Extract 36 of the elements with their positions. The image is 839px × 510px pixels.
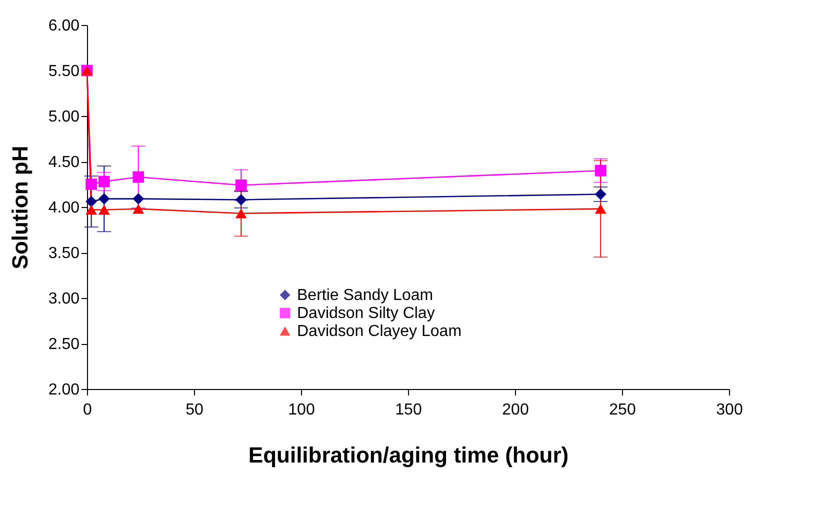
y-tick-label: 5.50: [48, 63, 80, 80]
y-tick-label: 2.50: [48, 336, 80, 353]
point: [594, 164, 606, 176]
point: [594, 188, 606, 200]
y-tick-label: 2.00: [48, 382, 80, 398]
legend-label: Bertie Sandy Loam: [297, 287, 434, 304]
x-tick-label: 0: [83, 402, 92, 418]
point: [132, 171, 144, 183]
y-axis-title: Solution pH: [7, 146, 32, 270]
point: [86, 196, 97, 208]
y-tick-label: 3.00: [48, 290, 80, 308]
x-tick-label: 300: [716, 402, 743, 418]
x-axis-title: Equilibration/aging time (hour): [248, 442, 569, 468]
y-tick-label: 4.50: [48, 154, 80, 171]
x-tick-label: 100: [288, 402, 315, 418]
y-tick-label: 6.00: [48, 18, 80, 34]
point: [235, 194, 247, 206]
point: [594, 204, 606, 214]
point: [86, 178, 97, 190]
point: [86, 204, 97, 215]
x-tick-label: 50: [186, 402, 204, 418]
point: [235, 179, 247, 191]
point: [132, 193, 144, 205]
x-tick-label: 150: [395, 402, 422, 418]
y-tick-label: 4.00: [48, 200, 80, 216]
point: [98, 193, 110, 205]
x-tick-label: 250: [609, 402, 636, 418]
y-tick-label: 3.50: [48, 245, 80, 262]
point: [98, 204, 110, 215]
legend-label: Davidson Silty Clay: [297, 305, 435, 322]
point: [132, 204, 144, 214]
y-tick-label: 5.00: [48, 108, 80, 126]
point: [98, 176, 110, 188]
legend-label: Davidson Clayey Loam: [297, 323, 462, 340]
x-tick-label: 200: [502, 402, 529, 418]
point: [235, 208, 247, 218]
